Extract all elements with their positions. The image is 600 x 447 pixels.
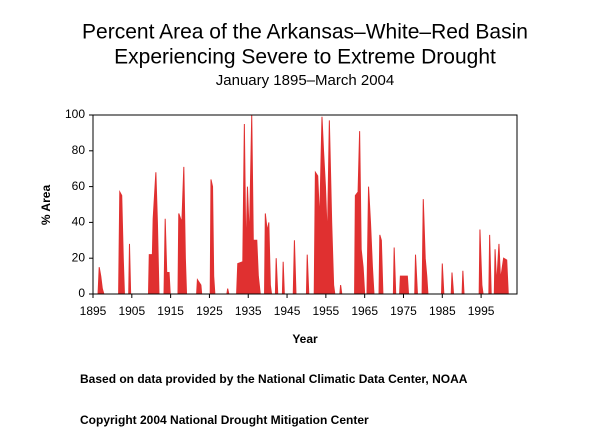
y-tick-label: 60 <box>72 179 86 193</box>
y-axis-title: % Area <box>39 185 53 226</box>
y-tick-label: 40 <box>72 215 86 229</box>
y-tick-label: 0 <box>78 286 85 300</box>
y-tick-label: 80 <box>72 143 86 157</box>
x-tick-label: 1935 <box>235 304 262 318</box>
x-tick-label: 1985 <box>429 304 456 318</box>
x-tick-label: 1955 <box>313 304 340 318</box>
x-axis-title: Year <box>292 332 318 346</box>
y-tick-label: 20 <box>72 250 86 264</box>
plot-frame <box>92 114 518 295</box>
x-tick-label: 1905 <box>118 304 145 318</box>
x-tick-label: 1915 <box>157 304 184 318</box>
x-tick-label: 1975 <box>390 304 417 318</box>
x-tick-label: 1965 <box>351 304 378 318</box>
x-tick-label: 1925 <box>196 304 223 318</box>
x-tick-label: 1895 <box>80 304 107 318</box>
y-tick-label: 100 <box>65 107 85 121</box>
drought-area <box>93 114 517 295</box>
source-note: Based on data provided by the National C… <box>80 372 468 386</box>
x-tick-label: 1995 <box>468 304 495 318</box>
chart-title: Percent Area of the Arkansas–White–Red B… <box>82 21 528 44</box>
chart-subtitle: January 1895–March 2004 <box>216 72 394 89</box>
x-tick-label: 1945 <box>274 304 301 318</box>
chart-title: Experiencing Severe to Extreme Drought <box>114 46 496 69</box>
copyright-note: Copyright 2004 National Drought Mitigati… <box>80 413 369 427</box>
